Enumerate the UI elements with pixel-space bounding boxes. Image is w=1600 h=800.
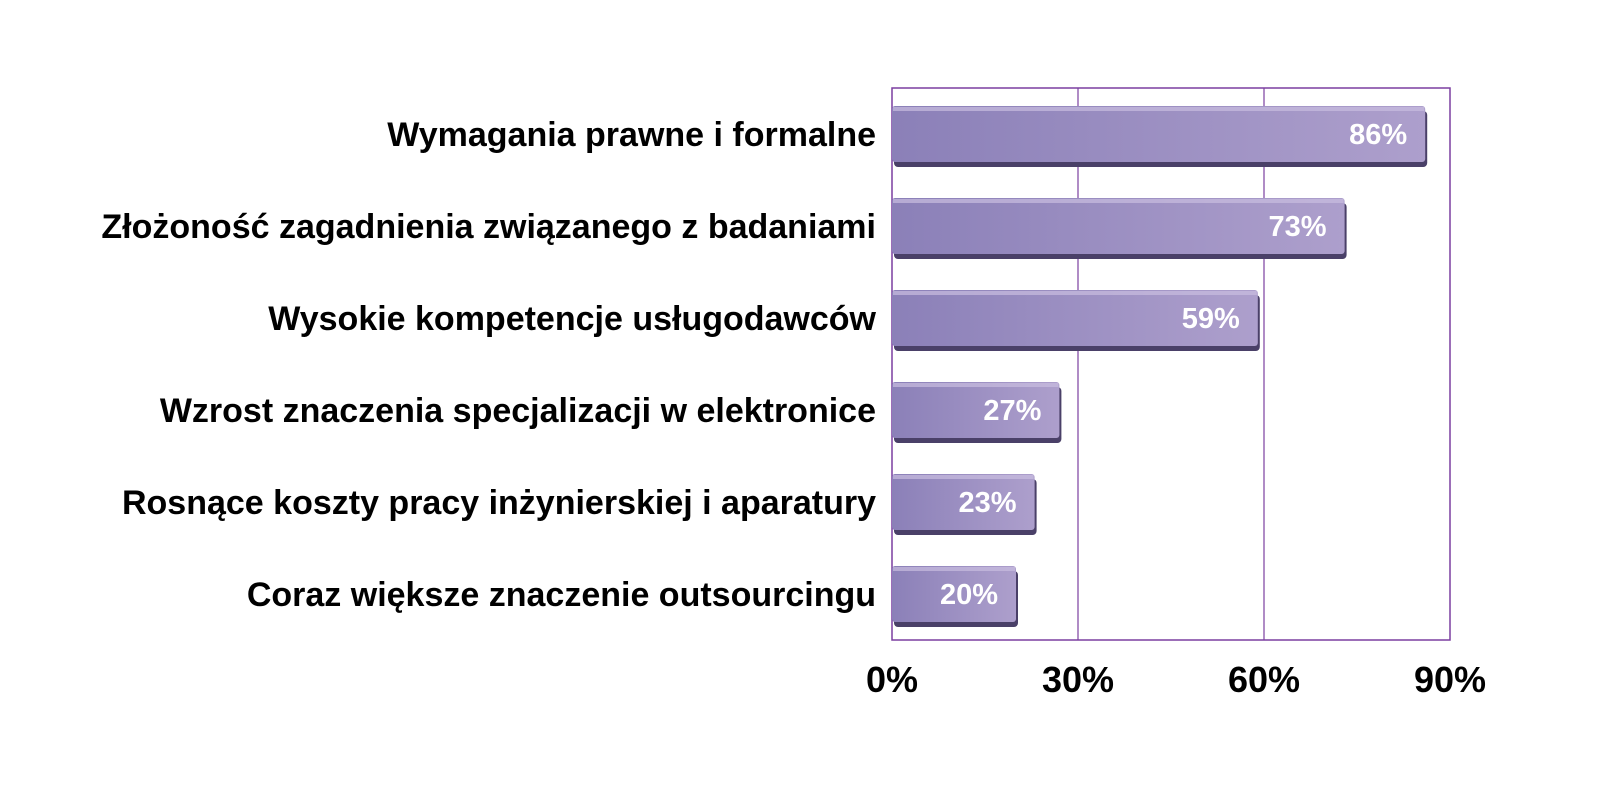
bar-group (892, 566, 1018, 627)
grid-layer (891, 87, 1451, 641)
bar-group (892, 106, 1428, 167)
bar (892, 106, 1426, 162)
bar-group (892, 198, 1347, 259)
bar-highlight (893, 291, 1257, 295)
category-label: Coraz większe znaczenie outsourcingu (247, 576, 876, 614)
bar-highlight (893, 475, 1034, 479)
bar (892, 198, 1345, 254)
data-label: 73% (1269, 211, 1327, 243)
bar-highlight (893, 383, 1059, 387)
x-tick-label: 0% (866, 659, 918, 700)
bar-group (892, 290, 1260, 351)
bar-highlight (893, 199, 1344, 203)
bar-group (892, 474, 1037, 535)
data-label: 23% (959, 487, 1017, 519)
bar-highlight (893, 107, 1425, 111)
data-label: 86% (1349, 119, 1407, 151)
category-label: Wysokie kompetencje usługodawców (268, 300, 876, 338)
label-layer: 0% 30% 60% 90% 86% Wymagania prawne i formaln… (101, 116, 1486, 700)
bar (892, 290, 1258, 346)
category-label: Złożoność zagadnienia związanego z badan… (101, 208, 876, 246)
bar (892, 382, 1060, 438)
category-label: Wymagania prawne i formalne (387, 116, 876, 154)
category-label: Rosnące koszty pracy inżynierskiej i apa… (122, 484, 876, 522)
data-label: 20% (940, 579, 998, 611)
x-tick-label: 30% (1042, 659, 1114, 700)
data-label: 27% (983, 395, 1041, 427)
x-tick-label: 90% (1414, 659, 1486, 700)
bar (892, 566, 1016, 622)
bar-layer (892, 106, 1428, 627)
bar-group (892, 382, 1062, 443)
category-label: Wzrost znaczenia specjalizacji w elektro… (160, 392, 876, 430)
bar-highlight (893, 567, 1015, 571)
bar (892, 474, 1035, 530)
x-tick-label: 60% (1228, 659, 1300, 700)
data-label: 59% (1182, 303, 1240, 335)
plot-area-border (891, 87, 1451, 641)
